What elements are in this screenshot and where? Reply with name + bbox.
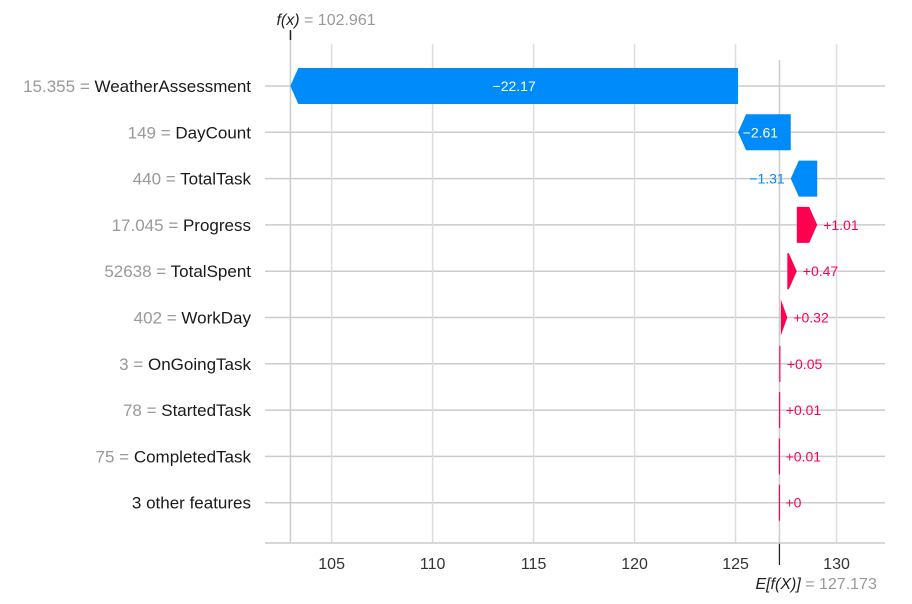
feature-value: 3 =: [119, 355, 148, 374]
feature-label: 440 = TotalTask: [133, 170, 252, 189]
feature-value: 402 =: [134, 309, 182, 328]
feature-label: 75 = CompletedTask: [96, 447, 252, 466]
feature-label: 15.355 = WeatherAssessment: [23, 77, 251, 96]
fx-label-value: = 102.961: [304, 12, 376, 29]
feature-label: 78 = StartedTask: [123, 401, 252, 420]
bar-totaltask: [790, 160, 818, 197]
feature-name: WorkDay: [181, 309, 251, 328]
bar-3-other-features: [778, 484, 781, 521]
bar-completedtask: [778, 438, 781, 475]
bar-value-label: +0.32: [793, 310, 829, 326]
feature-value: 440 =: [133, 170, 180, 189]
feature-value: 52638 =: [104, 262, 170, 281]
feature-value: 75 =: [96, 447, 134, 466]
x-tick-label: 110: [420, 556, 446, 573]
feature-name: OnGoingTask: [148, 355, 251, 374]
fx-label-name: f(x): [276, 12, 304, 29]
bar-value-label: −22.17: [493, 78, 536, 94]
base-label: E[f(X)] = 127.173: [755, 576, 877, 593]
bar-value-label: +0.05: [787, 356, 823, 372]
x-tick-label: 130: [823, 556, 850, 573]
feature-name: TotalSpent: [171, 262, 252, 281]
bar-value-label: −2.61: [743, 124, 779, 140]
bar-startedtask: [779, 392, 781, 429]
feature-name: 3 other features: [132, 494, 251, 513]
bar-weatherassessment: [290, 68, 739, 104]
x-tick-label: 115: [521, 556, 547, 573]
fx-label: f(x) = 102.961: [276, 12, 375, 29]
bar-workday: [780, 299, 788, 336]
bar-value-label: +1.01: [823, 217, 859, 233]
feature-value: 78 =: [123, 401, 161, 420]
feature-name: Progress: [183, 216, 251, 235]
feature-label: 402 = WorkDay: [134, 309, 252, 328]
base-label-value: = 127.173: [805, 576, 877, 593]
feature-name: StartedTask: [161, 401, 251, 420]
feature-value: 17.045 =: [112, 216, 183, 235]
bar-daycount: [738, 114, 791, 151]
bar-value-label: −1.31: [749, 171, 785, 187]
feature-name: CompletedTask: [134, 447, 252, 466]
x-tick-label: 125: [722, 556, 749, 573]
bar-value-label: +0: [785, 495, 801, 511]
x-tick-label: 105: [318, 556, 345, 573]
feature-value: 149 =: [128, 123, 176, 142]
bar-value-label: +0.01: [786, 402, 822, 418]
feature-value: 15.355 =: [23, 77, 94, 96]
bar-ongoingtask: [779, 345, 781, 382]
feature-label: 149 = DayCount: [128, 123, 252, 142]
bar-value-label: +0.47: [803, 263, 839, 279]
base-label-name: E[f(X)]: [755, 576, 805, 593]
x-tick-label: 120: [621, 556, 648, 573]
feature-label: 3 = OnGoingTask: [119, 355, 251, 374]
feature-name: WeatherAssessment: [94, 77, 251, 96]
feature-label: 17.045 = Progress: [112, 216, 251, 235]
feature-label: 52638 = TotalSpent: [104, 262, 251, 281]
bar-totalspent: [787, 253, 797, 290]
feature-name: TotalTask: [180, 170, 251, 189]
bar-value-label: +0.01: [786, 448, 822, 464]
feature-label: 3 other features: [132, 494, 251, 513]
bar-progress: [796, 206, 818, 243]
feature-name: DayCount: [175, 123, 251, 142]
